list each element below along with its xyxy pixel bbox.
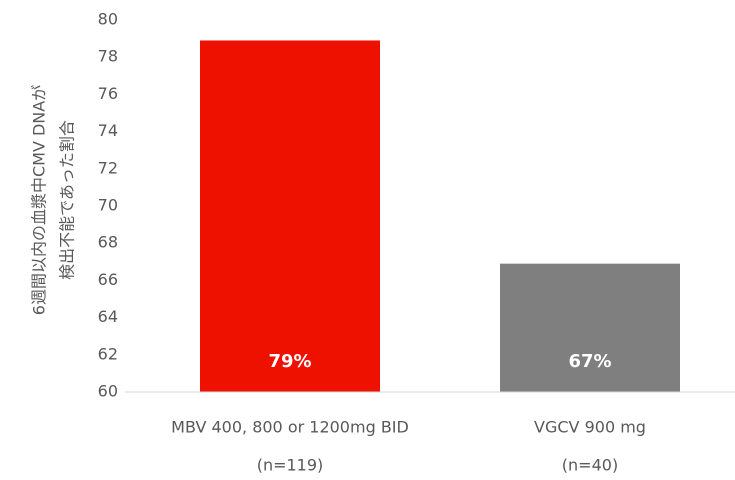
y-tick-label: 66 (98, 270, 118, 289)
y-tick-label: 64 (98, 307, 118, 326)
y-tick-label: 74 (98, 121, 118, 140)
bar (200, 40, 380, 393)
value-label: 79% (268, 351, 311, 372)
y-tick-label: 68 (98, 233, 118, 252)
y-tick-label: 72 (98, 158, 118, 177)
y-tick-label: 62 (98, 344, 118, 363)
y-axis-label-line: 検出不能であった割合 (58, 120, 77, 280)
x-tick-label: MBV 400, 800 or 1200mg BID (171, 418, 409, 437)
value-label: 67% (568, 351, 611, 372)
y-tick-label: 70 (98, 196, 118, 215)
y-tick-label: 60 (98, 382, 118, 401)
y-axis-label-line: 6週間以内の血漿中CMV DNAが (30, 85, 49, 315)
y-tick-label: 78 (98, 47, 118, 66)
y-tick-label: 80 (98, 10, 118, 29)
x-tick-label: (n=119) (257, 456, 324, 475)
y-axis-label: 6週間以内の血漿中CMV DNAが 検出不能であった割合 (30, 85, 77, 315)
x-tick-label: (n=40) (562, 456, 618, 475)
y-tick-label: 76 (98, 84, 118, 103)
x-tick-label: VGCV 900 mg (534, 418, 646, 437)
bar (500, 263, 680, 392)
